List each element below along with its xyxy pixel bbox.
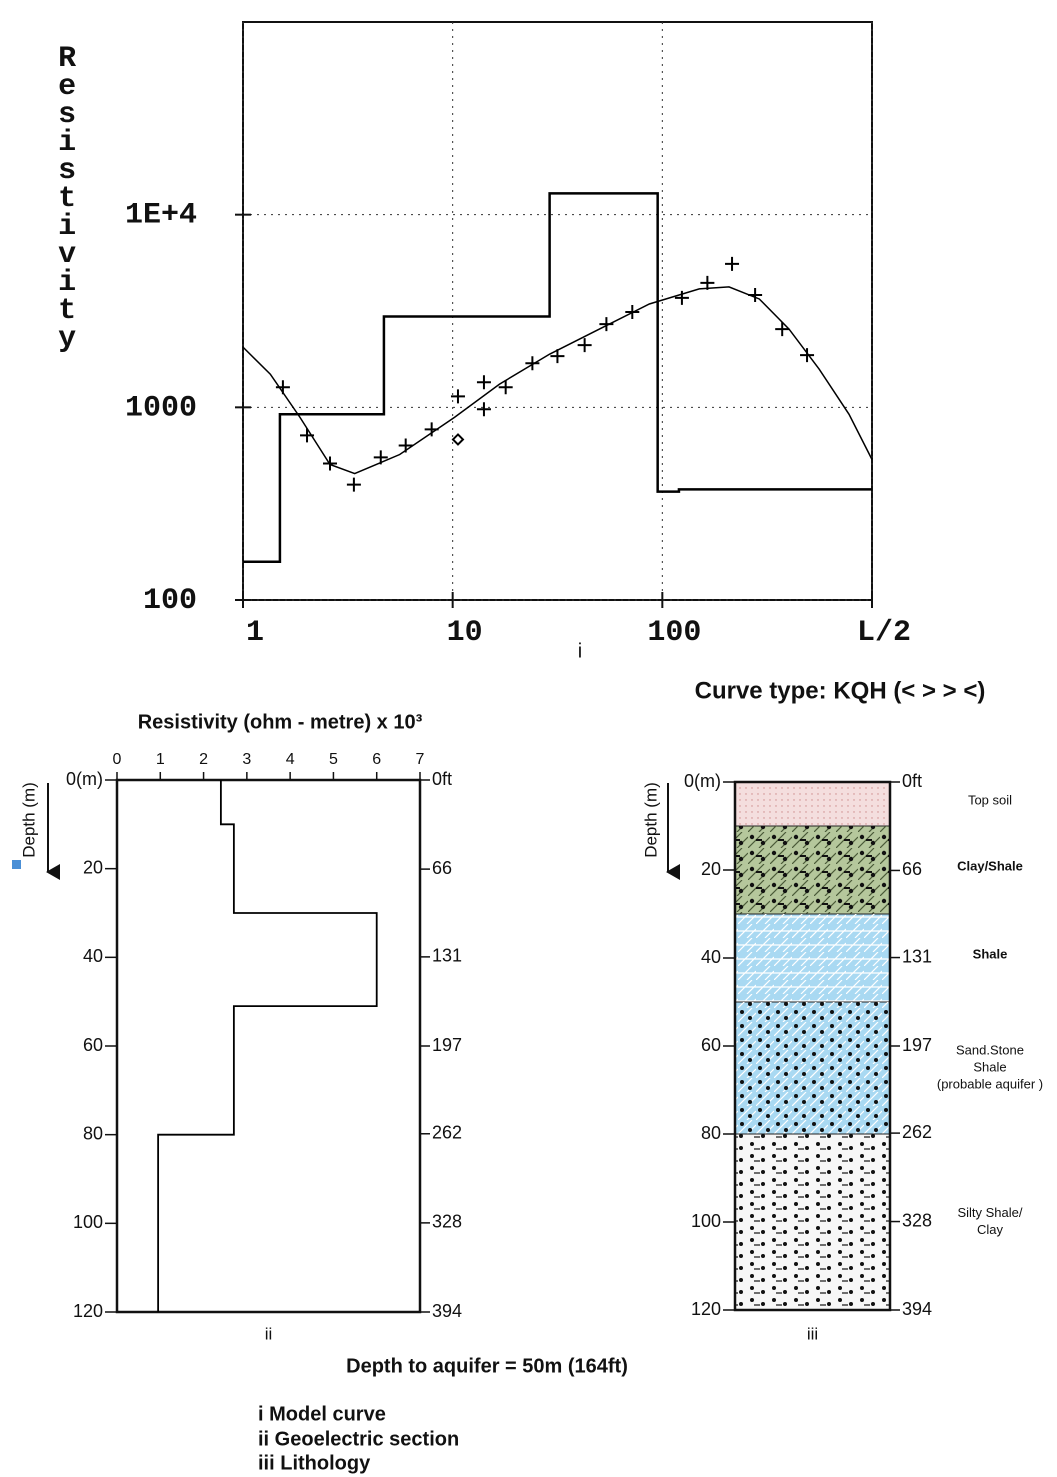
- layer-label: Clay/Shale: [957, 858, 1023, 873]
- y-tick-label: 80: [701, 1123, 721, 1143]
- layer-pattern: [735, 826, 890, 914]
- x-tick-label: 0: [113, 751, 122, 768]
- field-point: [346, 477, 361, 492]
- field-point: [550, 349, 565, 364]
- y-tick-label: 100: [73, 1212, 103, 1232]
- y-tick-label: 20: [701, 859, 721, 879]
- y-tick-label: 120: [691, 1299, 721, 1319]
- field-point: [450, 389, 465, 404]
- legend-item: i Model curve: [258, 1403, 386, 1425]
- field-point: [525, 356, 540, 371]
- layer-pattern: [735, 782, 890, 826]
- y2-tick-label: 197: [432, 1035, 462, 1055]
- model-step: [243, 192, 872, 563]
- field-point: [275, 380, 290, 395]
- layer-label: Top soil: [968, 792, 1012, 807]
- y-tick-label: 60: [701, 1035, 721, 1055]
- x-tick-label: 5: [329, 751, 338, 768]
- field-point: [725, 256, 740, 271]
- field-point: [476, 375, 491, 390]
- panel-label: iii: [807, 1324, 818, 1343]
- layer-pattern: [735, 1134, 890, 1310]
- layer-pattern: [735, 914, 890, 1002]
- field-point: [577, 338, 592, 353]
- y2-tick-label: 394: [432, 1301, 462, 1321]
- y-tick-label: 40: [701, 947, 721, 967]
- field-point: [625, 304, 640, 319]
- y2-tick-label: 328: [902, 1210, 932, 1230]
- panel-label: ii: [265, 1324, 273, 1343]
- y2-tick-label: 0ft: [432, 769, 452, 789]
- y2-tick-label: 262: [902, 1122, 932, 1142]
- x-tick-label: 1: [156, 751, 165, 768]
- y-tick-label: 100: [143, 584, 197, 618]
- fit-curve: [242, 286, 873, 475]
- x-tick-label: 100: [647, 616, 701, 650]
- field-point: [476, 402, 491, 417]
- y-tick-label: 0(m): [66, 769, 103, 789]
- outlier-point: [451, 433, 465, 446]
- y2-tick-label: 66: [432, 858, 452, 878]
- field-point: [398, 438, 413, 453]
- y-axis-label: Depth (m): [641, 782, 660, 858]
- y-tick-label: 100: [691, 1211, 721, 1231]
- y-tick-label: 0(m): [684, 771, 721, 791]
- field-point: [700, 275, 715, 290]
- layer-label: Clay: [977, 1222, 1004, 1237]
- depth-arrows: [12, 783, 680, 880]
- column-frame: [733, 780, 892, 1312]
- y-tick-label: 20: [83, 857, 103, 877]
- y-tick-label: 80: [83, 1123, 103, 1143]
- y-tick-label: 40: [83, 946, 103, 966]
- field-point: [424, 422, 439, 437]
- y-tick-label: 1E+4: [125, 199, 197, 233]
- legend-item: iii Lithology: [258, 1452, 371, 1474]
- field-point: [674, 290, 689, 305]
- y2-tick-label: 262: [432, 1123, 462, 1143]
- field-point: [373, 450, 388, 465]
- field-point: [800, 348, 815, 363]
- y2-tick-label: 328: [432, 1212, 462, 1232]
- field-point: [498, 380, 513, 395]
- aquifer-note: Depth to aquifer = 50m (164ft): [346, 1355, 628, 1377]
- y2-tick-label: 66: [902, 859, 922, 879]
- y-tick-label: 1000: [125, 391, 197, 425]
- resistivity-step: [157, 780, 378, 1312]
- plot-frame: [115, 778, 422, 1314]
- annotation: Curve type: KQH (< > > <): [695, 677, 986, 704]
- x-tick-label: 10: [447, 616, 483, 650]
- y2-tick-label: 131: [432, 946, 462, 966]
- x-tick-label: 7: [416, 751, 425, 768]
- y2-tick-label: 197: [902, 1035, 932, 1055]
- y2-tick-label: 394: [902, 1299, 932, 1319]
- layer-label: Sand.Stone: [956, 1042, 1024, 1057]
- x-tick-label: 4: [286, 751, 295, 768]
- y-axis-label: Resistivity: [50, 42, 84, 352]
- y-tick-label: 60: [83, 1035, 103, 1055]
- field-point: [775, 322, 790, 337]
- layer-label: Shale: [973, 1059, 1006, 1074]
- x-tick-label: 1: [246, 616, 264, 650]
- y2-tick-label: 131: [902, 946, 932, 966]
- x-tick-label: 2: [199, 751, 208, 768]
- layer-label: Silty Shale/: [957, 1205, 1022, 1220]
- y-axis-label: Depth (m): [19, 782, 38, 858]
- layer-label: (probable aquifer ): [937, 1076, 1043, 1091]
- x-tick-label: 6: [372, 751, 381, 768]
- plot-frame: [242, 21, 873, 601]
- panel-label: i: [578, 640, 582, 662]
- chart-title: Resistivity (ohm - metre) x 10³: [138, 711, 423, 733]
- x-tick-label: 3: [242, 751, 251, 768]
- legend-item: ii Geoelectric section: [258, 1428, 459, 1450]
- field-point: [323, 456, 338, 471]
- field-point: [748, 288, 763, 303]
- y-tick-label: 120: [73, 1301, 103, 1321]
- x-tick-label: L/2: [857, 616, 911, 650]
- layer-label: Shale: [973, 946, 1008, 961]
- y2-tick-label: 0ft: [902, 771, 922, 791]
- layer-pattern: [735, 1002, 890, 1134]
- field-point: [599, 317, 614, 332]
- field-point: [300, 428, 315, 443]
